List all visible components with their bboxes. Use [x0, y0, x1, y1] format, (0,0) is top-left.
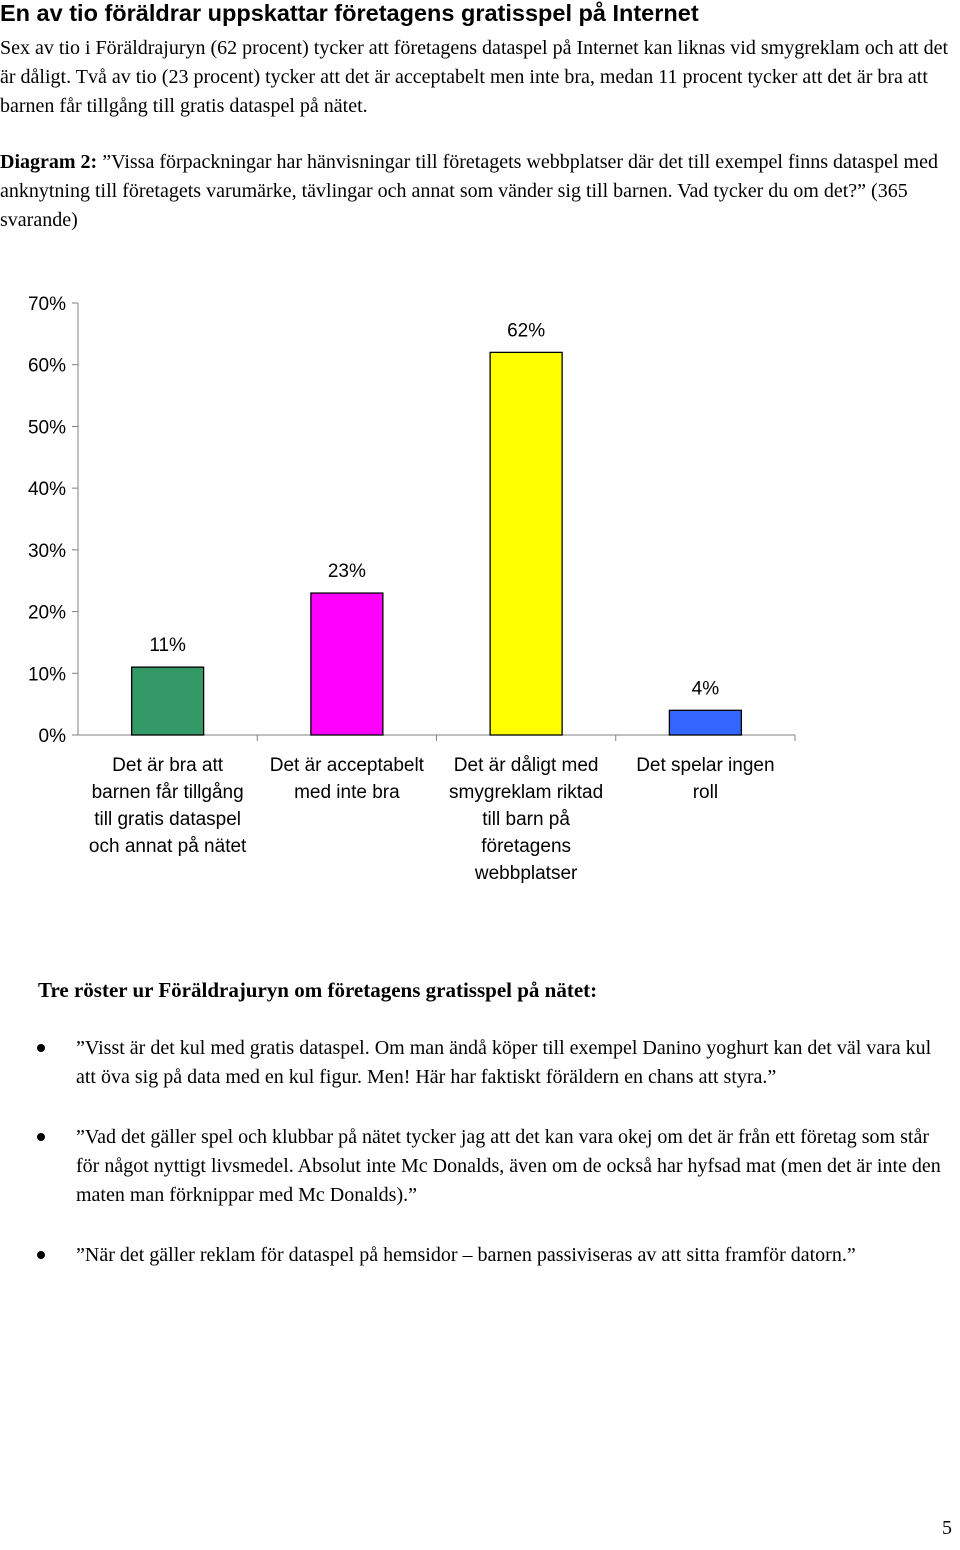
y-tick-label: 40% — [28, 479, 66, 500]
y-tick-label: 10% — [28, 664, 66, 685]
chart-labels: 11% Det är bra att barnen får tillgång till… — [89, 320, 775, 884]
caption-label: Diagram 2: — [0, 151, 98, 173]
y-tick-label: 30% — [28, 541, 66, 562]
quote-text: ”När det gäller reklam för dataspel på h… — [76, 1244, 856, 1266]
quotes-heading: Tre röster ur Föräldrajuryn om företagen… — [38, 978, 598, 1002]
quote-text: ”Visst är det kul med gratis dataspel. O… — [76, 1037, 932, 1088]
x-tick-label-line: Det spelar ingen — [636, 755, 774, 776]
bullet-icon — [37, 1133, 45, 1141]
x-tick-label-line: roll — [693, 782, 718, 803]
x-tick-label-line: Det är dåligt med — [454, 755, 599, 776]
bullet-icon — [37, 1044, 45, 1052]
bar-value-label: 62% — [507, 320, 545, 341]
x-tick-label-line: Det är bra att — [112, 755, 224, 776]
x-tick-label-line: Det är acceptabelt — [270, 755, 425, 776]
page-title: En av tio föräldrar uppskattar företagen… — [0, 0, 699, 26]
x-tick-label-line: smygreklam riktad — [449, 782, 603, 803]
quote-item: ”När det gäller reklam för dataspel på h… — [0, 1241, 960, 1270]
x-tick-label-line: webbplatser — [474, 863, 578, 884]
bar — [310, 592, 384, 736]
y-tick-label: 50% — [28, 417, 66, 438]
quote-item: ”Vad det gäller spel och klubbar på näte… — [0, 1123, 960, 1210]
x-tick-label-line: till gratis dataspel — [94, 809, 241, 830]
x-tick-label-line: med inte bra — [294, 782, 400, 803]
x-tick-label: Det är bra att barnen får tillgång till gr… — [89, 755, 247, 857]
quote-item: ”Visst är det kul med gratis dataspel. O… — [0, 1034, 960, 1092]
caption-text: ”Vissa förpackningar har hänvisningar ti… — [0, 151, 938, 231]
x-tick-label: Det är dåligt med smygreklam riktad till b… — [449, 755, 603, 884]
chart-caption: Diagram 2: ”Vissa förpackningar har hänv… — [0, 148, 960, 235]
y-tick-label: 70% — [28, 294, 66, 315]
y-tick-label: 0% — [39, 726, 67, 747]
quote-text: ”Vad det gäller spel och klubbar på näte… — [76, 1126, 941, 1206]
bar — [489, 351, 563, 736]
bullet-icon — [37, 1251, 45, 1259]
y-tick-label: 60% — [28, 356, 66, 377]
bar — [668, 709, 743, 736]
bar-value-label: 23% — [328, 561, 366, 582]
bar-value-label: 4% — [692, 678, 720, 699]
x-tick-label: Det är acceptabelt med inte bra — [270, 755, 425, 803]
bar-chart: 0% 10% 20% 30% 40% 50% 60% 70% 11% Det är bra at… — [28, 294, 796, 884]
page-number: 5 — [942, 1517, 952, 1539]
x-tick-label-line: företagens — [481, 836, 571, 857]
y-tick-label: 20% — [28, 603, 66, 624]
x-tick-label: Det spelar ingen roll — [636, 755, 774, 803]
quote-list: ”Visst är det kul med gratis dataspel. O… — [0, 1034, 960, 1301]
x-tick-label-line: till barn på — [482, 809, 570, 830]
bar-value-label: 11% — [149, 635, 186, 656]
x-tick-label-line: och annat på nätet — [89, 836, 247, 857]
x-tick-label-line: barnen får tillgång — [92, 782, 244, 803]
chart-axes: 0% 10% 20% 30% 40% 50% 60% 70% — [28, 294, 796, 747]
bar — [130, 666, 205, 736]
intro-paragraph: Sex av tio i Föräldrajuryn (62 procent) … — [0, 37, 949, 117]
chart-bars — [130, 351, 743, 736]
